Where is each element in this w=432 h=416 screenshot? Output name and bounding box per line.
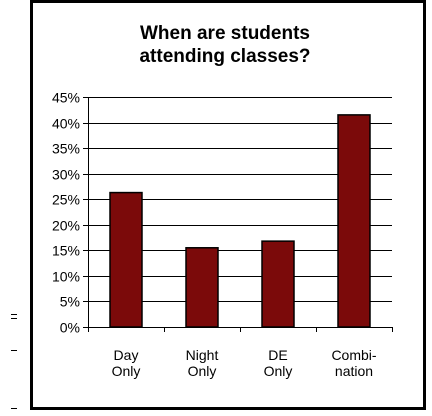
left-edge-mark — [11, 408, 17, 409]
chart-title-line-2: attending classes? — [139, 46, 311, 67]
x-category-label: nation — [335, 363, 373, 379]
left-edge-mark — [11, 350, 17, 351]
y-tick-label: 40% — [52, 116, 80, 132]
y-tick-label: 45% — [52, 90, 80, 106]
x-category-label: Only — [112, 363, 141, 379]
left-edge-mark — [11, 318, 17, 319]
x-category-label: Combi- — [331, 347, 376, 363]
bar — [185, 247, 219, 328]
x-category-label: Night — [186, 347, 219, 363]
left-edge-mark — [11, 314, 17, 315]
x-category-label: DE — [268, 347, 287, 363]
y-tick-label: 15% — [52, 243, 80, 259]
x-category-label: Day — [114, 347, 139, 363]
y-tick-label: 0% — [60, 320, 80, 336]
y-tick-label: 20% — [52, 218, 80, 234]
bar — [261, 240, 295, 328]
bar — [109, 191, 143, 328]
y-tick-label: 5% — [60, 294, 80, 310]
y-tick-label: 35% — [52, 141, 80, 157]
chart-title: When are students attending classes? — [60, 22, 390, 68]
y-tick-label: 10% — [52, 269, 80, 285]
y-tick-label: 30% — [52, 167, 80, 183]
x-category-label: Only — [264, 363, 293, 379]
chart-title-line-1: When are students — [140, 23, 310, 44]
x-category-label: Only — [188, 363, 217, 379]
y-tick-label: 25% — [52, 192, 80, 208]
bar — [337, 114, 371, 328]
